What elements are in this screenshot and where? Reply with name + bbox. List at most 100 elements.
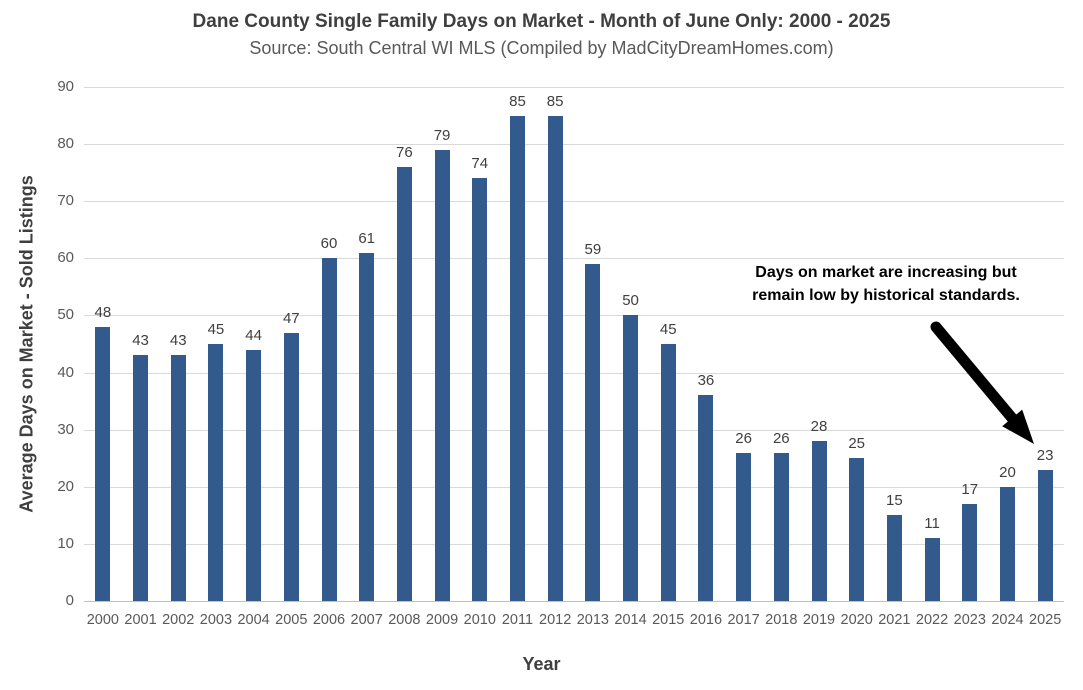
bar-2003 [208, 344, 224, 601]
x-tick-label: 2022 [915, 612, 949, 628]
bar-value-label: 85 [509, 92, 526, 110]
bar-value-label: 74 [471, 155, 489, 173]
x-axis-title: Year [522, 654, 561, 674]
gridline-y-90 [84, 87, 1064, 88]
bar-2014 [623, 315, 639, 601]
bar-2001 [133, 355, 149, 601]
bar-2015 [660, 344, 676, 601]
x-tick-label: 2020 [840, 612, 873, 628]
bar-value-label: 28 [810, 418, 828, 436]
bar-2007 [359, 252, 375, 601]
x-tick-label: 2025 [1029, 612, 1062, 628]
gridline-y-30 [84, 429, 1064, 431]
bar-2018 [773, 452, 789, 601]
chart-title: Dane County Single Family Days on Market… [192, 11, 891, 32]
bar-value-label: 23 [1036, 446, 1054, 464]
bar-2011 [509, 115, 525, 601]
bar-value-label: 85 [546, 92, 564, 110]
x-tick-label: 2011 [501, 612, 534, 628]
bar-value-label: 79 [433, 126, 451, 144]
bar-value-label: 26 [772, 429, 790, 447]
x-tick-label: 2006 [312, 612, 346, 628]
bar-value-label: 43 [132, 332, 149, 350]
x-tick-label: 2015 [652, 612, 685, 628]
bar-value-label: 60 [320, 235, 338, 253]
bar-value-label: 17 [961, 480, 979, 498]
x-tick-label: 2009 [425, 612, 459, 628]
y-tick-label: 20 [57, 477, 74, 495]
y-tick-label: 40 [57, 363, 74, 381]
bar-2019 [811, 441, 827, 601]
y-tick-label: 90 [57, 78, 74, 95]
gridline-y-60 [84, 258, 1064, 260]
bar-2008 [396, 166, 412, 601]
x-tick-label: 2008 [388, 612, 421, 628]
x-tick-label: 2002 [162, 612, 195, 628]
bar-value-label: 45 [659, 321, 677, 338]
gridline-y-10 [84, 543, 1064, 545]
y-axis-title: Average Days on Market - Sold Listings [16, 175, 37, 513]
x-tick-label: 2016 [689, 612, 723, 628]
bar-2024 [999, 486, 1015, 601]
annotation-text: Days on market are increasing but remain… [725, 261, 1047, 307]
x-tick-label: 2023 [953, 612, 986, 628]
x-tick-label: 2019 [802, 612, 836, 628]
bar-2023 [962, 503, 978, 601]
bar-value-label: 47 [282, 309, 300, 327]
y-tick-label: 70 [57, 192, 74, 210]
bar-value-label: 26 [735, 429, 752, 447]
x-tick-label: 2007 [350, 612, 383, 628]
gridline-y-50 [84, 315, 1064, 317]
bar-value-label: 45 [207, 321, 225, 338]
x-tick-label: 2021 [878, 612, 911, 628]
bar-2022 [924, 538, 940, 601]
x-tick-label: 2004 [237, 612, 270, 628]
bar-2000 [95, 326, 111, 601]
annotation-line-2: remain low by historical standards. [752, 287, 1020, 304]
x-tick-label: 2012 [539, 612, 572, 628]
y-tick-label: 60 [57, 249, 74, 267]
bar-value-label: 15 [886, 492, 903, 510]
y-tick-label: 50 [57, 306, 74, 324]
bar-2002 [170, 355, 186, 601]
bar-value-label: 11 [924, 515, 940, 533]
x-tick-label: 2005 [275, 612, 308, 628]
gridline-y-80 [84, 144, 1064, 146]
bar-value-label: 44 [245, 326, 262, 344]
bar-2020 [849, 458, 865, 601]
bar-value-label: 61 [358, 229, 376, 247]
bar-2017 [736, 452, 752, 601]
bar-2012 [547, 115, 563, 601]
bar-2005 [283, 332, 299, 601]
x-tick-label: 2014 [614, 612, 647, 628]
x-tick-label: 2003 [199, 612, 233, 628]
gridline-y-70 [84, 201, 1064, 203]
x-tick-label: 2001 [124, 612, 157, 628]
chart-subtitle: Source: South Central WI MLS (Compiled b… [249, 38, 834, 58]
x-tick-label: 2000 [86, 612, 119, 628]
bar-value-label: 20 [999, 463, 1016, 481]
bar-value-label: 25 [848, 435, 866, 453]
y-tick-label: 0 [65, 592, 74, 609]
y-tick-label: 30 [57, 420, 74, 438]
x-tick-label: 2024 [991, 612, 1024, 628]
bar-2009 [434, 149, 450, 601]
bar-2006 [321, 258, 337, 601]
gridline-y-40 [84, 372, 1064, 374]
x-tick-label: 2013 [576, 612, 609, 628]
annotation-line-1: Days on market are increasing but [755, 264, 1017, 281]
x-tick-label: 2017 [727, 612, 760, 628]
bar-value-label: 48 [94, 303, 112, 321]
gridline-y-0 [84, 601, 1064, 602]
bar-2016 [698, 395, 714, 601]
y-tick-label: 10 [57, 534, 74, 552]
gridline-y-20 [84, 486, 1064, 488]
bar-2021 [886, 515, 902, 601]
bar-2004 [246, 349, 262, 601]
bar-2025 [1037, 469, 1053, 601]
bar-value-label: 76 [396, 143, 413, 161]
x-tick-label: 2018 [765, 612, 798, 628]
bar-value-label: 36 [697, 372, 715, 390]
bar-value-label: 59 [584, 241, 602, 259]
